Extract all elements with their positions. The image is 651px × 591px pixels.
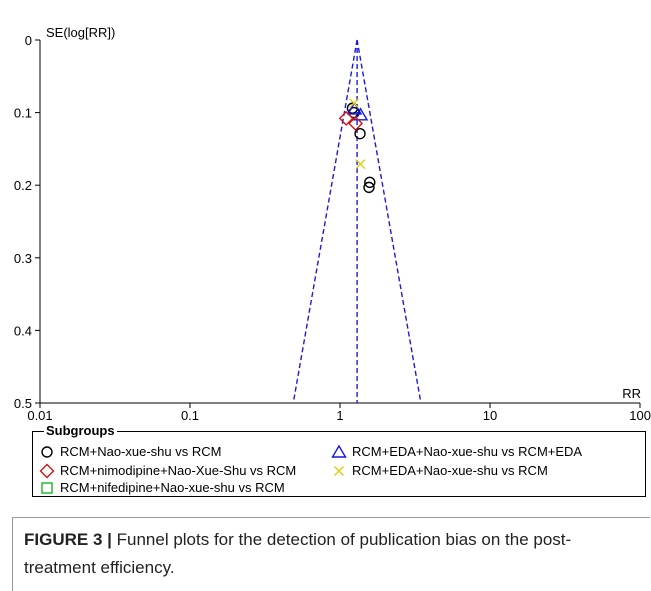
x-stroke (349, 98, 360, 109)
data-points (338, 98, 376, 194)
x-tick-label: 0.01 (27, 408, 52, 423)
x-tick-label: 100 (629, 408, 651, 423)
y-tick-label: 0.1 (14, 106, 32, 121)
legend-label-3: RCM+nimodipine+Nao-Xue-Shu vs RCM (60, 463, 297, 478)
data-point-diamond (338, 110, 354, 126)
legend-title: Subgroups (44, 423, 117, 439)
funnel-lines (292, 39, 422, 404)
legend-marker-shape (41, 482, 53, 494)
x-tick-label: 1 (336, 408, 343, 423)
legend-marker-shape (41, 446, 53, 458)
y-tick-label: 0.5 (14, 396, 32, 411)
circle-marker-icon (41, 446, 53, 458)
diamond-marker-icon (39, 463, 55, 479)
legend-marker-shape (39, 463, 55, 479)
legend-item-4: RCM+EDA+Nao-xue-shu vs RCM (331, 463, 548, 479)
y-tick-label: 0.4 (14, 323, 32, 338)
y-tick-label: 0 (25, 33, 32, 48)
legend-marker-shape (331, 444, 347, 458)
funnel-right-limit (356, 39, 422, 404)
x-axis-title: RR (622, 386, 641, 401)
figure-caption-label: FIGURE 3 | (24, 530, 112, 549)
data-point-diamond (348, 116, 364, 131)
legend-label-1: RCM+Nao-xue-shu vs RCM (60, 444, 222, 459)
square-marker-icon (41, 482, 53, 494)
funnel-plot: 0 0.1 0.2 0.3 0.4 0.50.01 0.1 1 10 100 SE(log[RR])… (14, 25, 651, 423)
triangle-marker-icon (331, 444, 347, 458)
axes: 0 0.1 0.2 0.3 0.4 0.50.01 0.1 1 10 100 SE(log[RR])… (14, 25, 651, 423)
data-point-x (349, 98, 360, 109)
figure-caption: FIGURE 3 | Funnel plots for the detectio… (24, 526, 634, 582)
caption-side-rule (12, 517, 13, 591)
y-axis-title: SE(log[RR]) (46, 25, 115, 40)
data-point-circle (363, 181, 375, 194)
legend-marker-shape (334, 466, 344, 476)
data-point-x (355, 159, 366, 170)
funnel-left-limit (292, 39, 358, 404)
x-marker-icon (334, 466, 344, 476)
legend-item-5: RCM+nifedipine+Nao-xue-shu vs RCM (39, 480, 285, 496)
y-tick-label: 0.3 (14, 251, 32, 266)
data-point-triangle (346, 101, 363, 115)
x-stroke (334, 466, 344, 476)
data-point-circle (354, 127, 366, 140)
legend-item-3: RCM+nimodipine+Nao-Xue-Shu vs RCM (39, 463, 296, 479)
x-tick-label: 0.1 (181, 408, 199, 423)
caption-divider (12, 517, 650, 518)
legend-item-1: RCM+Nao-xue-shu vs RCM (39, 444, 221, 460)
legend-label-2: RCM+EDA+Nao-xue-shu vs RCM+EDA (352, 444, 583, 459)
legend-item-2: RCM+EDA+Nao-xue-shu vs RCM+EDA (331, 444, 582, 460)
figure-caption-text: Funnel plots for the detection of public… (24, 530, 572, 577)
data-point-triangle (352, 107, 369, 121)
legend: Subgroups RCM+Nao-xue-shu vs RCM RCM+EDA… (32, 423, 646, 497)
data-point-circle (364, 176, 376, 188)
x-tick-label: 10 (483, 408, 497, 423)
y-tick-label: 0.2 (14, 178, 32, 193)
x-stroke (355, 159, 366, 170)
legend-label-5: RCM+nifedipine+Nao-xue-shu vs RCM (60, 480, 285, 495)
legend-label-4: RCM+EDA+Nao-xue-shu vs RCM (352, 463, 548, 478)
